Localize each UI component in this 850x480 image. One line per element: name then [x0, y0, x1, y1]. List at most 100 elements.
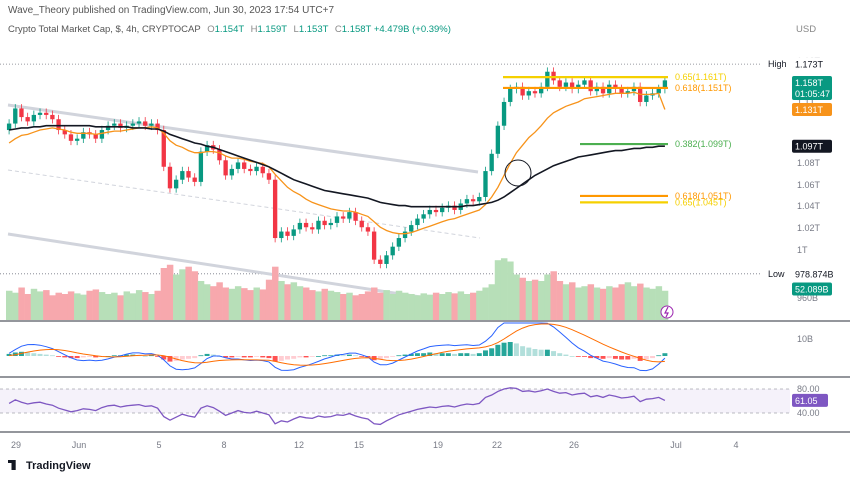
candle-body [452, 205, 457, 210]
candle-body [260, 166, 265, 174]
macd-histogram-bar [452, 353, 458, 356]
volume-bar [284, 284, 291, 320]
macd-histogram-bar [427, 352, 433, 356]
volume-bar [166, 264, 174, 320]
volume-bar [43, 290, 50, 320]
volume-bar [661, 290, 669, 320]
time-axis-label: 5 [156, 440, 161, 450]
low-label: Low [768, 269, 785, 279]
macd-histogram-bar [93, 356, 99, 358]
ma-value-tag: 1.097T [795, 142, 824, 152]
candle-body [409, 225, 414, 232]
change-value: +4.479B (+0.39%) [373, 24, 451, 35]
macd-histogram-bar [148, 355, 154, 357]
macd-histogram-bar [606, 356, 612, 359]
symbol-name: Crypto Total Market Cap, $, 4h, CRYPTOCA… [8, 24, 201, 35]
macd-histogram-bar [582, 356, 587, 357]
close-value: 1.158T [341, 24, 372, 35]
macd-histogram-bar [186, 356, 191, 359]
volume-bar [420, 293, 428, 320]
candle-body [173, 179, 179, 189]
price-tick-label: 1.02T [797, 223, 821, 233]
time-axis-label: 8 [221, 440, 226, 450]
volume-bar [309, 290, 316, 320]
macd-histogram-bar [173, 356, 179, 361]
volume-bar [525, 281, 533, 320]
macd-histogram-bar [600, 356, 606, 359]
candle-body [365, 227, 371, 232]
volume-bar [185, 266, 192, 320]
macd-histogram-bar [272, 356, 278, 362]
volume-bar [432, 292, 440, 320]
macd-histogram-bar [569, 356, 575, 357]
candle-body [334, 216, 340, 223]
candle-body [644, 95, 649, 102]
volume-bar [111, 292, 118, 320]
volume-bar [315, 291, 322, 320]
volume-bar [408, 294, 415, 320]
volume-bar [439, 294, 446, 320]
rsi-band [0, 389, 790, 413]
candle-body [242, 162, 247, 169]
macd-histogram-bar [142, 356, 148, 357]
volume-bar [272, 266, 279, 320]
volume-bar [426, 294, 434, 320]
volume-bar [24, 294, 32, 320]
fib-level-label: 0.618(1.151T) [675, 83, 732, 93]
macd-histogram-bar [507, 342, 513, 356]
candle-body [470, 199, 476, 202]
tradingview-logo-text: TradingView [26, 460, 91, 472]
candle-body [248, 168, 253, 172]
volume-bar [321, 288, 329, 320]
macd-histogram-bar [557, 353, 563, 356]
candle-body [588, 80, 593, 92]
candle-body [6, 123, 12, 131]
volume-bar [296, 286, 304, 320]
macd-histogram-bar [49, 355, 55, 357]
volume-bar [389, 294, 397, 320]
candle-body [136, 121, 142, 124]
volume-bar [599, 288, 607, 320]
price-tick-label: 1.08T [797, 158, 821, 168]
candle-body [13, 108, 18, 124]
macd-histogram-bar [87, 356, 92, 357]
macd-histogram-bar [359, 356, 365, 357]
macd-histogram-bar [353, 355, 359, 357]
candle-body [390, 246, 395, 256]
candle-body [433, 209, 439, 213]
candle-body [539, 86, 544, 94]
volume-bar [470, 292, 477, 320]
time-axis-label: 29 [11, 440, 21, 450]
fib-level-label: 0.382(1.099T) [675, 139, 732, 149]
volume-bar [241, 288, 248, 320]
volume-bar [98, 292, 106, 320]
volume-bar [488, 284, 496, 320]
macd-histogram-bar [470, 353, 476, 356]
candle-body [322, 220, 327, 226]
macd-histogram-bar [278, 356, 284, 361]
volume-bar [371, 287, 378, 320]
macd-histogram-bar [161, 356, 167, 360]
candle-body [167, 166, 173, 189]
candle-body [254, 166, 259, 172]
volume-bar [457, 291, 465, 320]
macd-line [8, 322, 666, 372]
macd-histogram-bar [80, 356, 86, 358]
macd-histogram-bar [464, 353, 470, 356]
volume-bar [630, 286, 638, 320]
macd-histogram-bar [155, 356, 161, 357]
current-price-tag: 1.158T [795, 78, 824, 88]
time-axis-label: 4 [733, 440, 738, 450]
macd-histogram-bar [421, 353, 427, 356]
high-value-tag-bg [792, 57, 832, 71]
volume-bar [445, 292, 452, 320]
volume-bar [135, 290, 143, 320]
volume-bar [234, 286, 242, 320]
candle-body [99, 130, 105, 139]
volume-bar [142, 292, 149, 320]
candle-body [155, 123, 160, 131]
macd-histogram-bar [315, 356, 321, 357]
volume-bar [216, 282, 223, 320]
macd-histogram-bar [377, 356, 383, 360]
